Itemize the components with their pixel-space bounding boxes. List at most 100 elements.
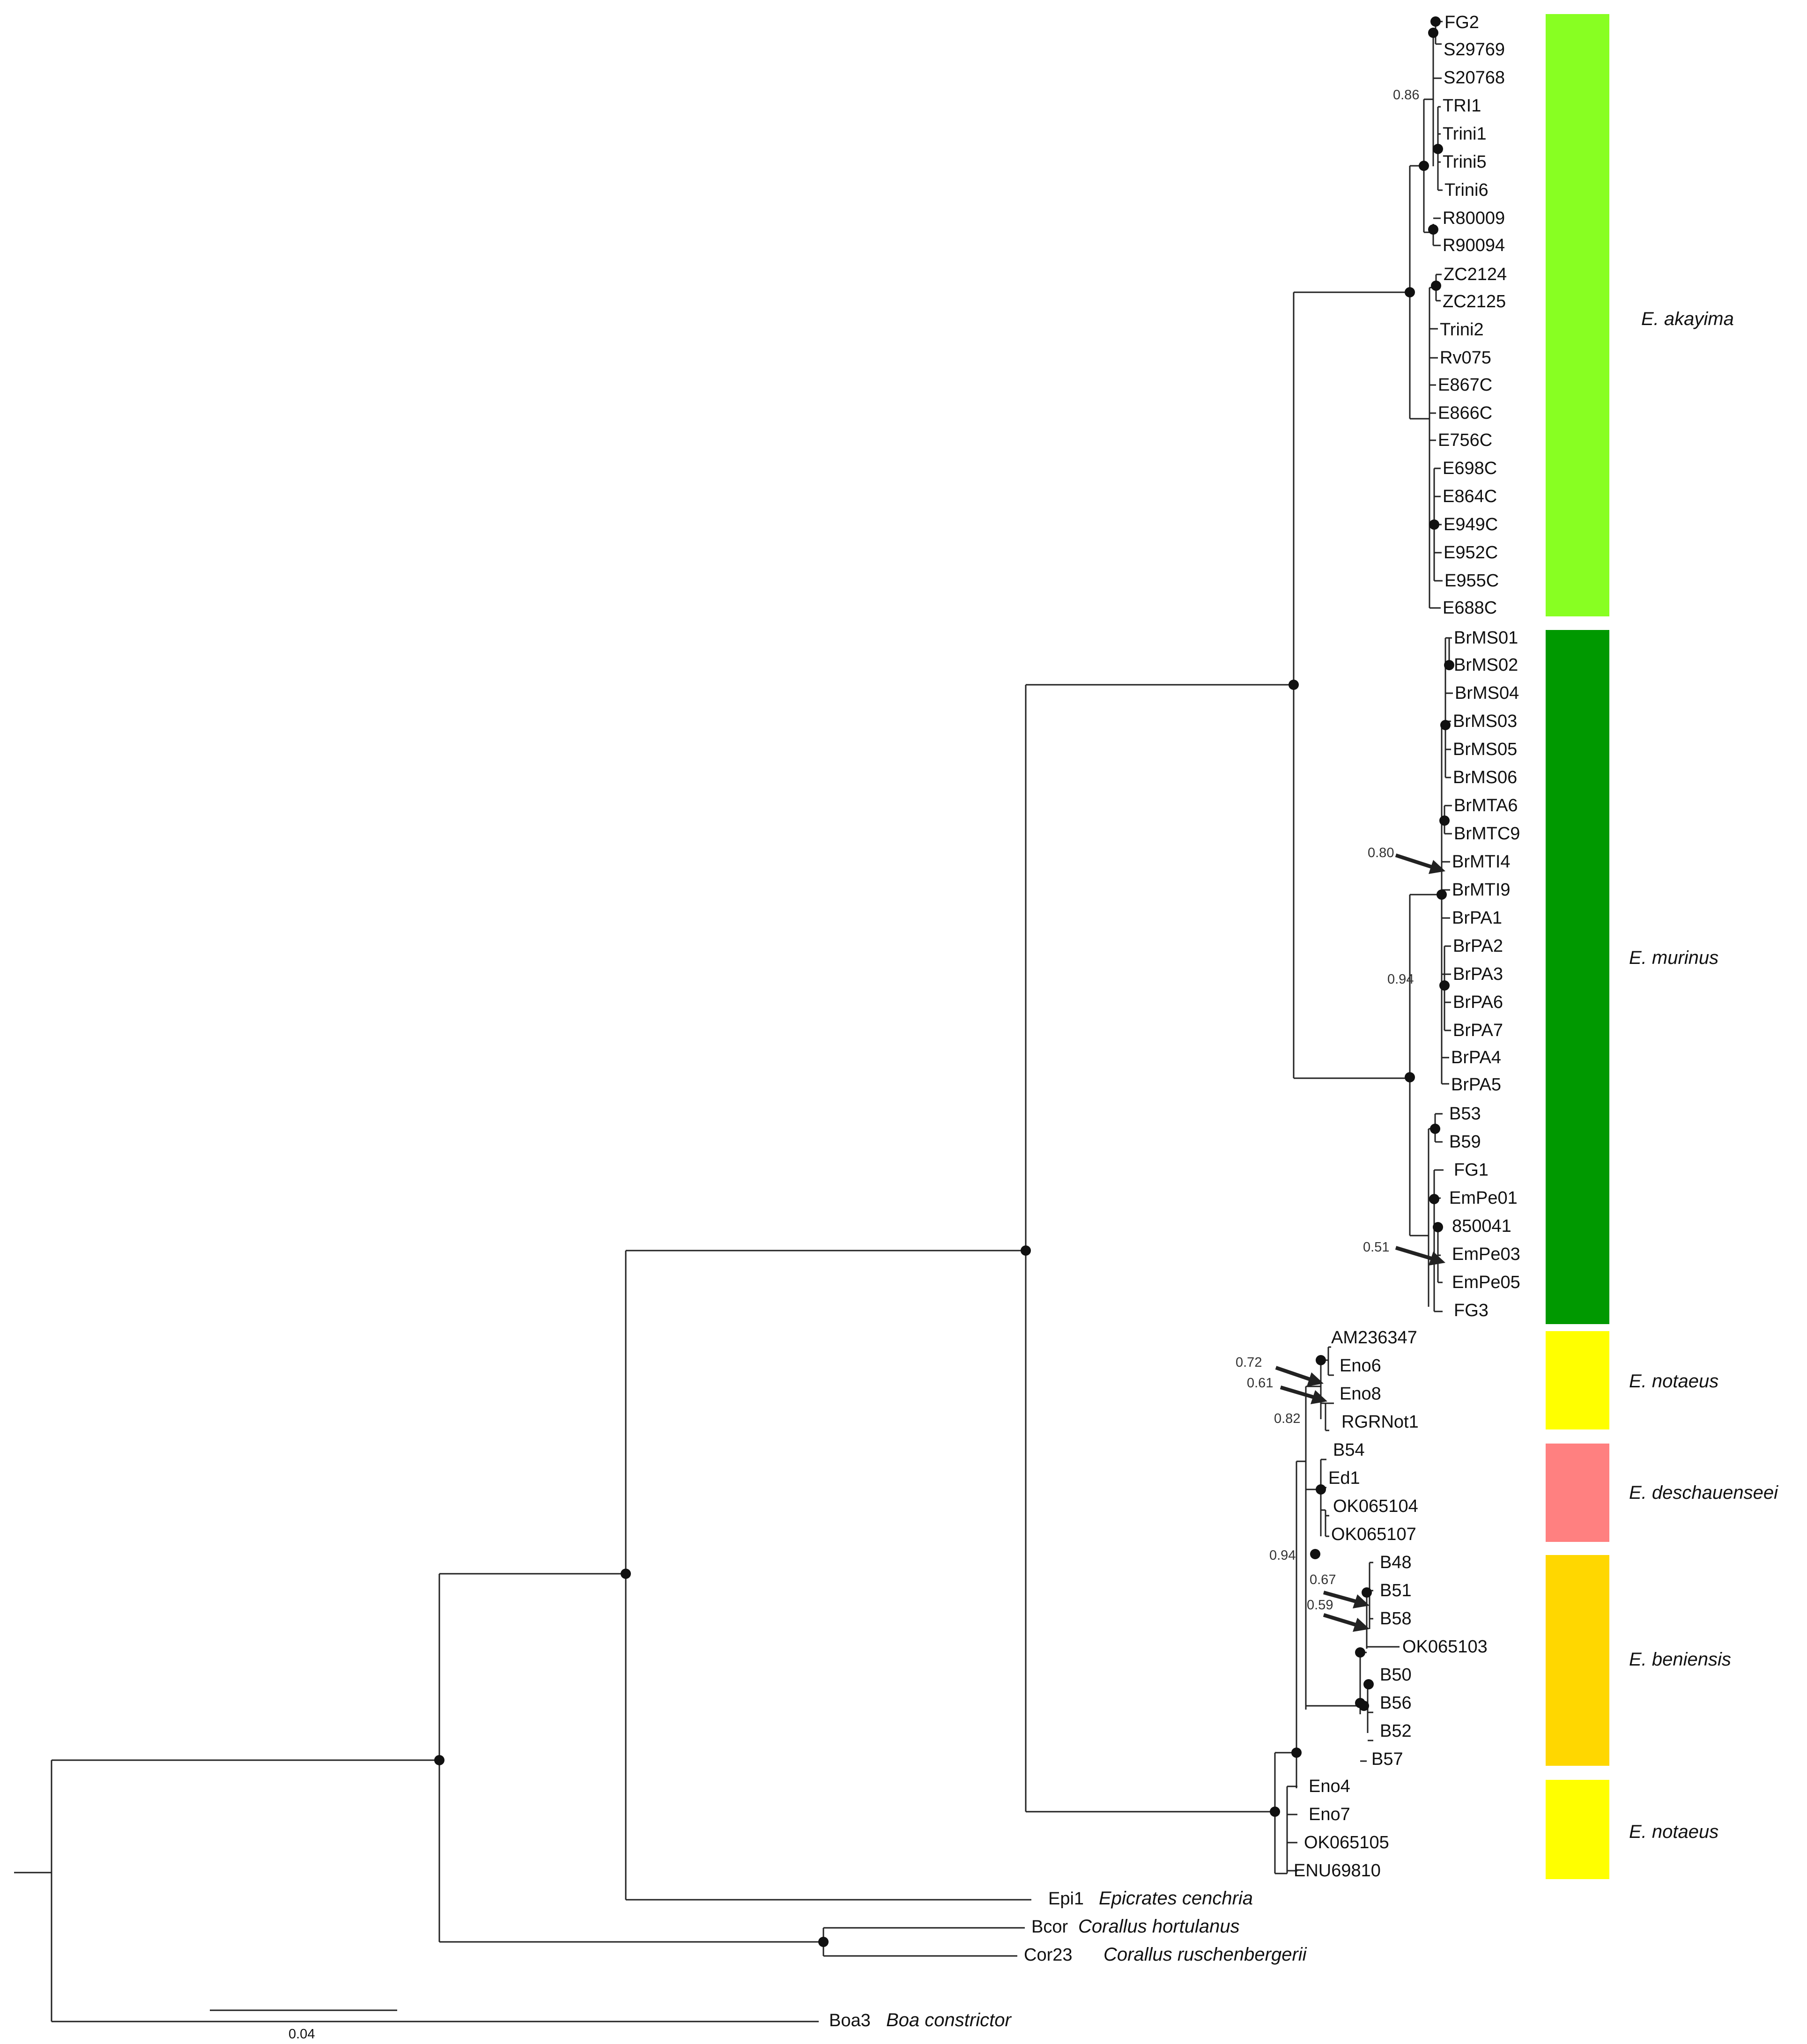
clade-label-beniensis: E. beniensis — [1629, 1649, 1731, 1670]
clade-bar-deschauenseei — [1546, 1444, 1609, 1542]
support-value: 0.59 — [1307, 1598, 1333, 1613]
tip-label: Bcor — [1031, 1917, 1068, 1937]
tip-label: E949C — [1444, 515, 1498, 534]
support-value: 0.86 — [1393, 88, 1419, 103]
tip-label: B52 — [1380, 1721, 1412, 1741]
support-labels: 0.86 0.80 0.94 0.51 0.72 0.61 0.82 0.94 … — [1236, 88, 1419, 1613]
tip-label: B57 — [1371, 1749, 1403, 1769]
tip-label: B59 — [1449, 1132, 1481, 1152]
tip-label: Rv075 — [1440, 348, 1491, 368]
tip-label: Ed1 — [1328, 1468, 1360, 1488]
tip-label: E864C — [1443, 487, 1497, 506]
tip-label: B51 — [1380, 1581, 1412, 1600]
annotation-arrows — [1275, 853, 1445, 1632]
clade-bar-beniensis — [1546, 1555, 1609, 1766]
tip-label: Eno4 — [1309, 1777, 1350, 1796]
tip-label: EmPe05 — [1452, 1273, 1520, 1292]
tip-label: 850041 — [1452, 1216, 1511, 1236]
tip-label: Boa3 — [829, 2011, 871, 2030]
tip-label: B56 — [1380, 1693, 1412, 1713]
tip-label: S29769 — [1444, 40, 1505, 59]
support-value: 0.82 — [1274, 1411, 1300, 1426]
scale-bar-label: 0.04 — [289, 2027, 315, 2042]
tip-label: BrPA3 — [1453, 964, 1503, 984]
tip-label: AM236347 — [1331, 1328, 1417, 1348]
clade-bars — [1546, 14, 1609, 1879]
tip-label: R80009 — [1443, 208, 1505, 228]
tip-label: BrMS03 — [1453, 711, 1517, 731]
tip-label: S20768 — [1444, 68, 1505, 88]
species-name: Corallus hortulanus — [1078, 1916, 1240, 1937]
tip-label: E756C — [1438, 430, 1492, 450]
tip-label: OK065105 — [1304, 1833, 1389, 1852]
tip-label: EmPe03 — [1452, 1244, 1520, 1264]
tip-label: Eno6 — [1340, 1356, 1381, 1376]
support-value: 0.94 — [1269, 1548, 1296, 1563]
clade-label-murinus: E. murinus — [1629, 948, 1718, 968]
tip-label: Trini6 — [1444, 180, 1489, 200]
tip-label: BrMS05 — [1453, 740, 1517, 759]
tip-label: Cor23 — [1024, 1945, 1073, 1965]
tip-label: OK065104 — [1333, 1496, 1418, 1516]
tip-label: BrPA4 — [1451, 1048, 1501, 1067]
tip-label: B50 — [1380, 1665, 1412, 1685]
tip-label: Eno7 — [1309, 1805, 1350, 1824]
species-name: Epicrates cenchria — [1099, 1888, 1253, 1909]
akayima-branches — [1409, 21, 1443, 609]
species-name: Boa constrictor — [886, 2010, 1012, 2030]
support-value: 0.72 — [1236, 1355, 1262, 1370]
tip-label: BrPA1 — [1452, 908, 1502, 928]
tip-label: FG3 — [1454, 1301, 1489, 1320]
tip-label: BrMS06 — [1453, 768, 1517, 787]
support-value: 0.80 — [1368, 845, 1394, 860]
tip-label: Trini5 — [1443, 152, 1487, 172]
tip-label: BrMTA6 — [1454, 796, 1518, 815]
scale-bar: 0.04 — [210, 2009, 397, 2042]
tip-label: BrMTI9 — [1452, 880, 1511, 900]
tip-label: Trini2 — [1440, 320, 1484, 340]
support-nodes — [434, 16, 1454, 1947]
tip-labels: FG2 S29769 S20768 TRI1 Trini1 Trini5 Tri… — [829, 13, 1520, 2030]
tip-label: OK065103 — [1402, 1637, 1488, 1657]
tip-label: BrMTC9 — [1454, 824, 1520, 844]
tip-label: EmPe01 — [1449, 1188, 1518, 1208]
tip-label: B54 — [1333, 1440, 1365, 1460]
tip-label: BrPA5 — [1451, 1075, 1501, 1095]
clade-labels: E. akayima E. murinus E. notaeus E. desc… — [1629, 309, 1778, 1842]
species-name: Corallus ruschenbergerii — [1103, 1944, 1307, 1965]
tip-label: BrMS04 — [1455, 683, 1519, 703]
tip-label: E955C — [1444, 571, 1499, 591]
tip-label: FG1 — [1454, 1160, 1489, 1180]
tip-label: E698C — [1443, 459, 1497, 478]
tip-label: Eno8 — [1340, 1384, 1381, 1404]
tip-label: R90094 — [1443, 236, 1505, 255]
clade-label-notaeus-bottom: E. notaeus — [1629, 1822, 1718, 1842]
tip-label: ENU69810 — [1294, 1861, 1381, 1881]
clade-bar-notaeus-top — [1546, 1331, 1609, 1429]
tip-label: OK065107 — [1331, 1525, 1416, 1544]
tip-label: FG2 — [1444, 13, 1479, 32]
tip-label: BrPA7 — [1453, 1021, 1503, 1040]
backbone-branches — [14, 291, 1410, 2022]
tip-label: Trini1 — [1443, 124, 1487, 144]
tip-label: B58 — [1380, 1609, 1412, 1629]
support-value: 0.61 — [1247, 1376, 1273, 1391]
tip-label: B48 — [1380, 1553, 1412, 1572]
tip-label: RGRNot1 — [1341, 1412, 1419, 1432]
support-value: 0.94 — [1387, 972, 1414, 987]
tip-label: B53 — [1449, 1104, 1481, 1124]
support-value: 0.67 — [1310, 1572, 1336, 1587]
tip-label: E688C — [1443, 598, 1497, 618]
clade-bar-akayima — [1546, 14, 1609, 616]
support-value: 0.51 — [1363, 1240, 1389, 1255]
clade-label-deschauenseei: E. deschauenseei — [1629, 1482, 1778, 1503]
clade-label-notaeus-top: E. notaeus — [1629, 1371, 1718, 1392]
tip-label: BrMS02 — [1454, 655, 1518, 675]
tip-label: TRI1 — [1443, 96, 1481, 116]
tip-label: ZC2125 — [1443, 292, 1506, 311]
clade-bar-murinus — [1546, 630, 1609, 1324]
tip-label: E952C — [1444, 543, 1498, 563]
clade-bar-notaeus-bottom — [1546, 1780, 1609, 1879]
tip-label: ZC2124 — [1444, 265, 1507, 284]
